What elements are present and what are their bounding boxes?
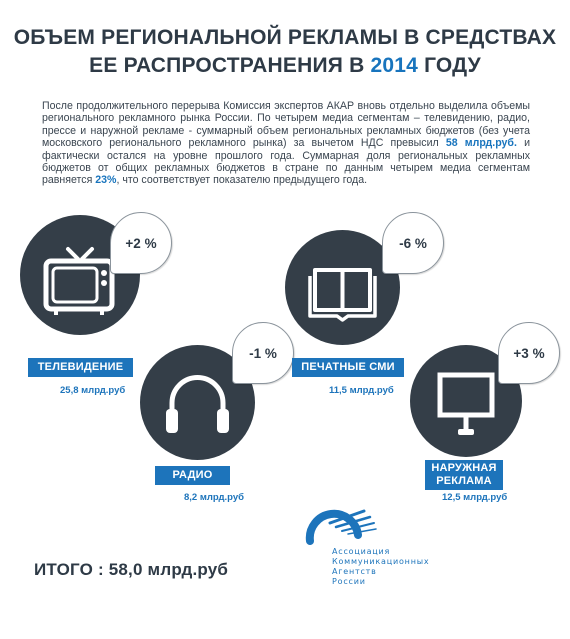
tv-circle (20, 215, 140, 335)
intro-highlight-total: 58 млрд.руб. (445, 137, 517, 150)
tv-label: ТЕЛЕВИДЕНИЕ (28, 358, 133, 377)
title-line-2: ЕЕ РАСПРОСТРАНЕНИЯ В 2014 ГОДУ (0, 52, 570, 80)
billboard-icon (437, 372, 495, 435)
logo-line-1: Ассоциация (332, 547, 391, 556)
tv-change-badge: +2 % (110, 212, 172, 274)
title-line-1: ОБЪЕМ РЕГИОНАЛЬНОЙ РЕКЛАМЫ В СРЕДСТВАХ (13, 26, 557, 49)
logo-line-3: Агентств (332, 567, 377, 576)
intro-part-2: и фактически остался на уровне прошлого … (42, 137, 530, 187)
intro-part-1: После продолжительного перерыва Комиссия… (42, 100, 530, 150)
headphones-icon (166, 375, 229, 433)
intro-part-3: , что соответствует показателю предыдуще… (116, 174, 368, 187)
tv-icon (43, 247, 115, 315)
outdoor-label: НАРУЖНАЯ РЕКЛАМА (425, 460, 503, 490)
akar-logo-text: Ассоциация Коммуникационных Агентств Рос… (332, 547, 429, 587)
book-icon (308, 268, 377, 322)
press-circle (285, 230, 400, 345)
radio-change-badge: -1 % (232, 322, 294, 384)
outdoor-change-badge: +3 % (498, 322, 560, 384)
title-suffix: ГОДУ (424, 54, 481, 77)
total-summary: ИТОГО : 58,0 млрд.руб (34, 560, 229, 579)
outdoor-label-line-2: РЕКЛАМА (436, 475, 492, 487)
akar-logo-icon (305, 509, 377, 545)
tv-amount: 25,8 млрд.руб (60, 385, 126, 396)
page-title: ОБЪЕМ РЕГИОНАЛЬНОЙ РЕКЛАМЫ В СРЕДСТВАХ Е… (0, 24, 570, 80)
press-change-badge: -6 % (382, 212, 444, 274)
radio-amount: 8,2 млрд.руб (184, 492, 244, 503)
logo-line-2: Коммуникационных (332, 557, 430, 566)
logo-line-4: России (332, 577, 366, 586)
intro-paragraph: После продолжительного перерыва Комиссия… (42, 100, 530, 187)
outdoor-amount: 12,5 млрд.руб (442, 492, 508, 503)
press-amount: 11,5 млрд.руб (329, 385, 394, 396)
intro-highlight-share: 23% (95, 174, 117, 187)
press-label: ПЕЧАТНЫЕ СМИ (292, 358, 404, 377)
title-year: 2014 (370, 54, 419, 77)
title-prefix: ЕЕ РАСПРОСТРАНЕНИЯ В (89, 54, 365, 77)
outdoor-label-line-1: НАРУЖНАЯ (431, 462, 497, 474)
radio-label: РАДИО (155, 466, 230, 485)
